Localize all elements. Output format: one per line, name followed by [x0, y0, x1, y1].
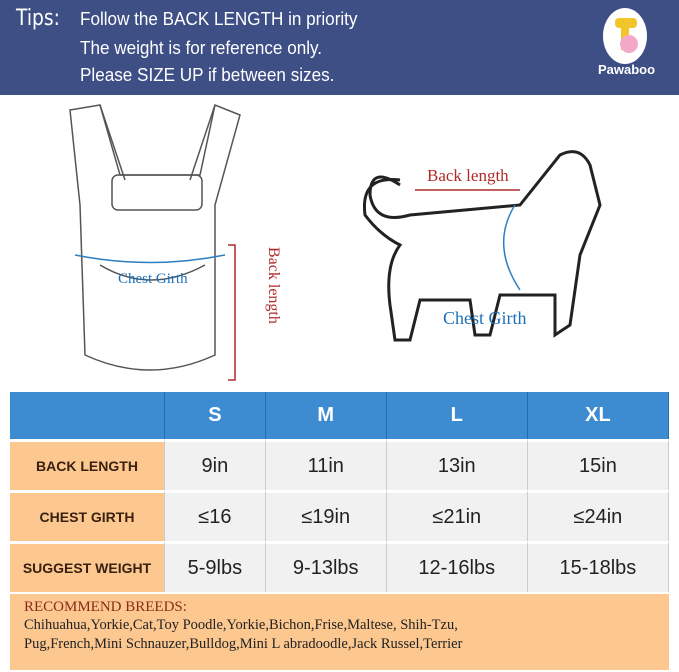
row-label: CHEST GIRTH [10, 490, 165, 541]
tips-banner: Tips: Follow the BACK LENGTH in priority… [0, 0, 679, 95]
tip-line: Follow the BACK LENGTH in priority [80, 9, 358, 29]
size-chart-table: S M L XL BACK LENGTH 9in 11in 13in 15in … [10, 392, 669, 592]
table-cell: 15in [527, 439, 669, 490]
tips-label: Tips: [16, 6, 60, 31]
tip-line: The weight is for reference only. [80, 38, 323, 58]
tip-line: Please SIZE UP if between sizes. [80, 65, 335, 85]
table-cell: 11in [265, 439, 387, 490]
table-cell: 13in [386, 439, 528, 490]
table-cell: 9in [165, 439, 266, 490]
recommended-breeds: RECOMMEND BREEDS: Chihuahua,Yorkie,Cat,T… [10, 594, 669, 670]
row-label: SUGGEST WEIGHT [10, 541, 165, 592]
dog-chest-girth-label: Chest Girth [443, 308, 527, 328]
breeds-line: Pug,French,Mini Schnauzer,Bulldog,Mini L… [24, 636, 463, 652]
row-label: BACK LENGTH [10, 439, 165, 490]
table-row: SUGGEST WEIGHT 5-9lbs 9-13lbs 12-16lbs 1… [10, 541, 669, 592]
header-size-l: L [386, 392, 528, 439]
logo-icon [603, 8, 647, 64]
table-cell: 12-16lbs [386, 541, 528, 592]
header-size-xl: XL [527, 392, 669, 439]
table-cell: 15-18lbs [527, 541, 669, 592]
table-cell: ≤24in [527, 490, 669, 541]
carrier-back-length-label: Back length [265, 247, 282, 324]
table-cell: ≤16 [165, 490, 266, 541]
table-header-row: S M L XL [10, 392, 669, 439]
illustration: Chest Girth Back length Back length Ches… [0, 95, 679, 395]
table-cell: 5-9lbs [165, 541, 266, 592]
table-cell: ≤19in [265, 490, 387, 541]
breeds-line: Chihuahua,Yorkie,Cat,Toy Poodle,Yorkie,B… [24, 617, 458, 633]
table-cell: 9-13lbs [265, 541, 387, 592]
breeds-title: RECOMMEND BREEDS: [24, 599, 187, 615]
logo-text: Pawaboo [598, 62, 656, 77]
table-row: BACK LENGTH 9in 11in 13in 15in [10, 439, 669, 490]
header-size-m: M [265, 392, 387, 439]
table-row: CHEST GIRTH ≤16 ≤19in ≤21in ≤24in [10, 490, 669, 541]
carrier-and-dog-drawing [69, 103, 602, 381]
header-size-s: S [165, 392, 266, 439]
table-cell: ≤21in [386, 490, 528, 541]
header-cell [10, 392, 165, 439]
dog-back-length-label: Back length [427, 166, 509, 185]
carrier-chest-girth-label: Chest Girth [118, 271, 188, 287]
